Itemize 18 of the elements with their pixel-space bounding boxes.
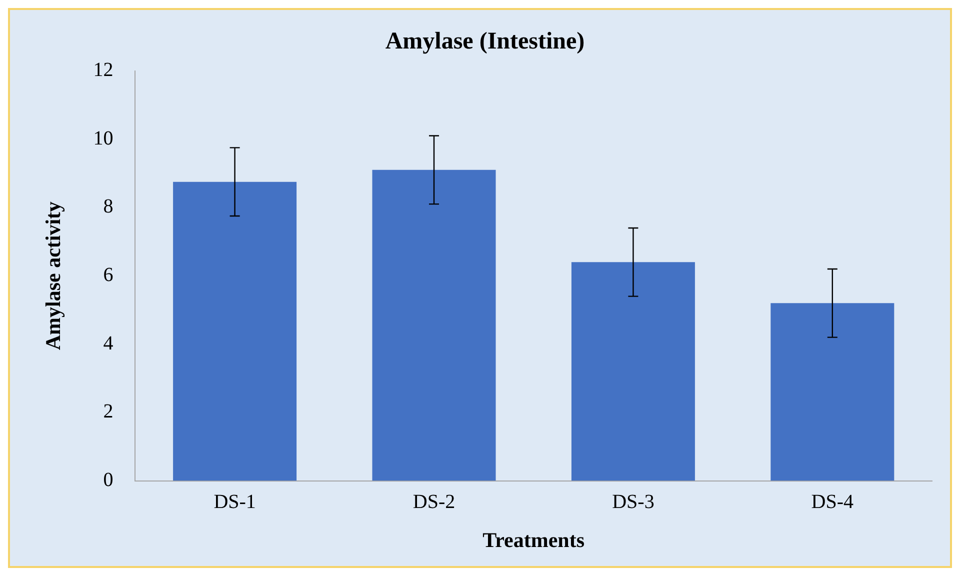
y-tick-label: 8 <box>103 196 114 218</box>
bar <box>571 262 695 481</box>
y-tick-label: 2 <box>103 400 114 423</box>
y-tick-label: 12 <box>93 59 114 82</box>
x-tick-label: DS-2 <box>412 491 456 514</box>
bar <box>770 303 894 481</box>
x-tick-label: DS-1 <box>214 491 256 514</box>
x-tick-label: DS-4 <box>811 491 854 514</box>
x-tick-label: DS-3 <box>612 491 654 514</box>
bar <box>372 170 496 481</box>
y-axis-title: Amylase activity <box>41 200 66 350</box>
x-axis-title: Treatments <box>482 528 585 552</box>
y-tick-label: 10 <box>93 127 114 150</box>
bar <box>173 182 297 481</box>
y-tick-label: 6 <box>103 264 114 286</box>
y-tick-label: 0 <box>103 469 114 492</box>
y-tick-label: 4 <box>103 332 114 354</box>
chart-title: Amylase (Intestine) <box>385 28 585 55</box>
